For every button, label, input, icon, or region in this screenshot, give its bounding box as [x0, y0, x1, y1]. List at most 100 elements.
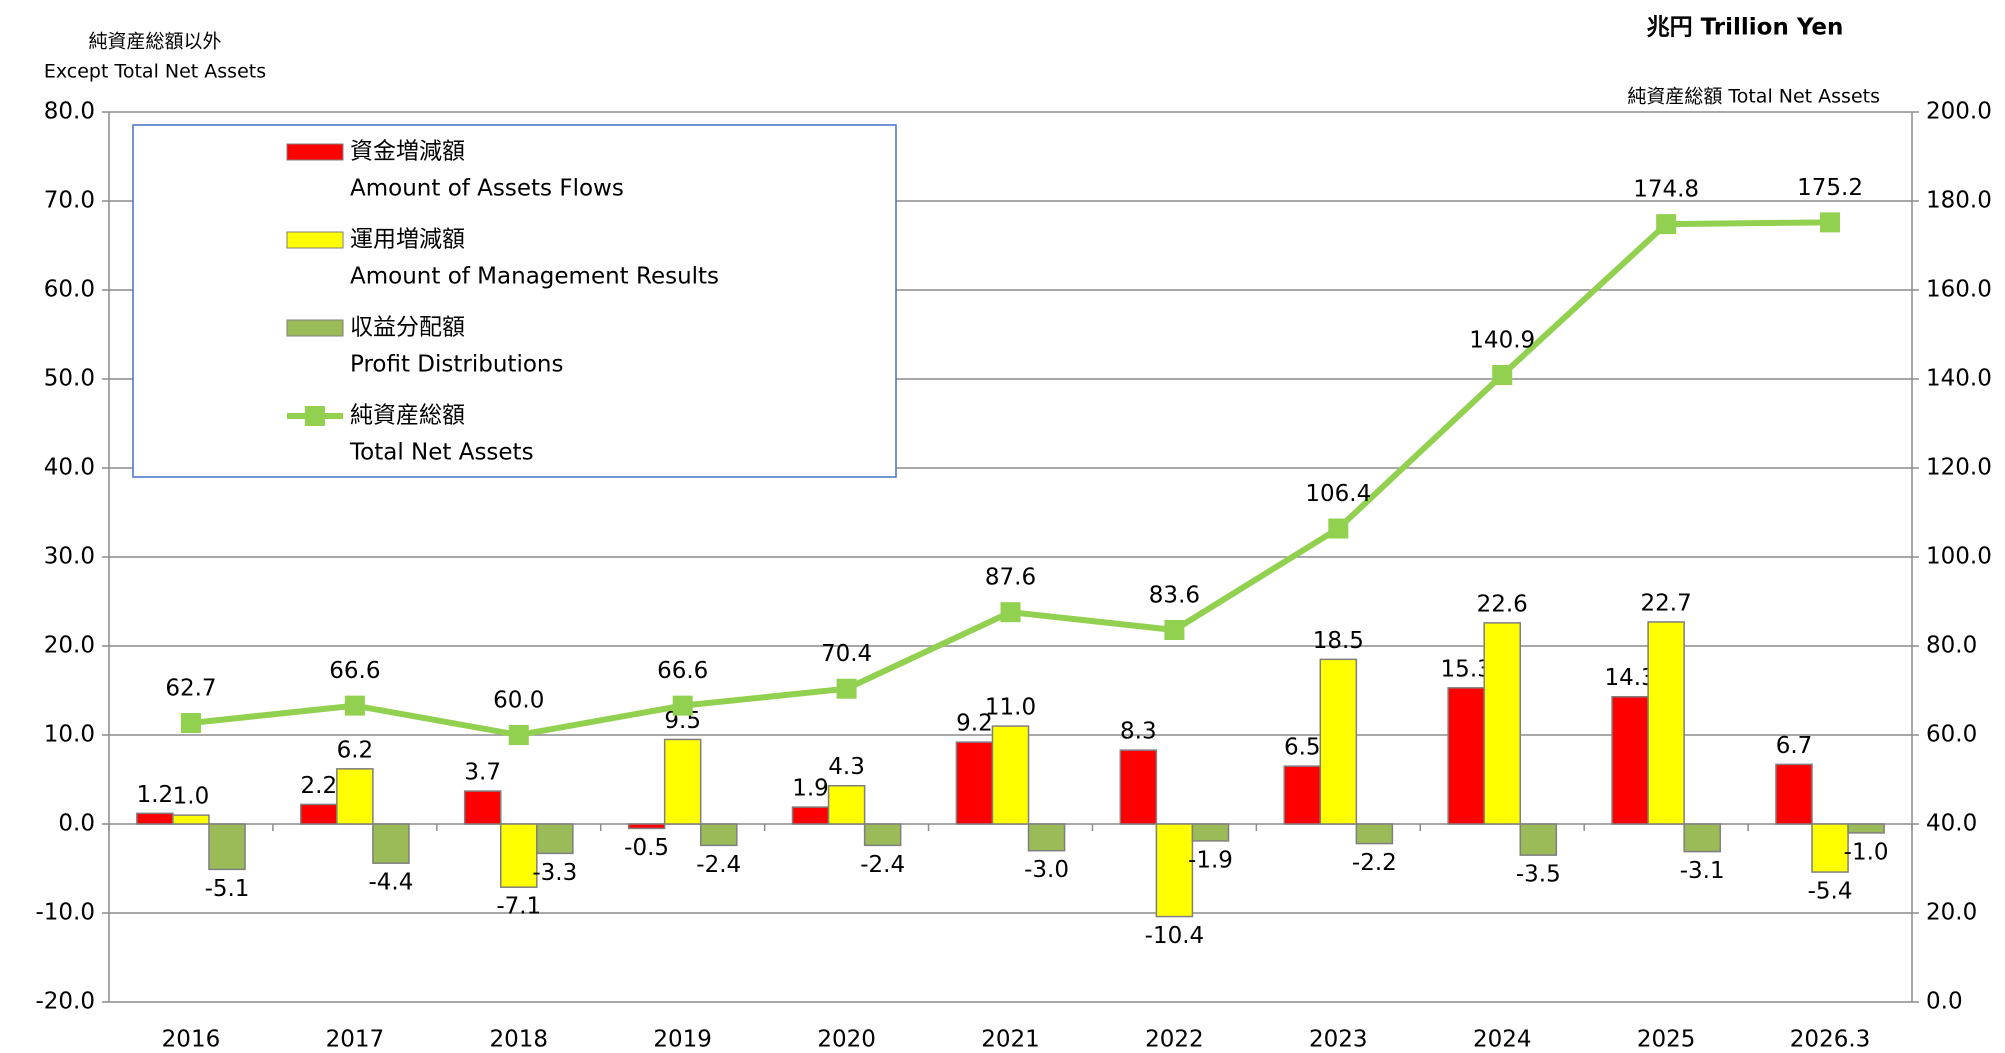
x-tick-label: 2025	[1637, 1027, 1696, 1053]
x-tick-label: 2017	[326, 1027, 385, 1053]
data-label: 2.2	[301, 773, 338, 799]
bar	[1847, 823, 1885, 834]
data-label: 62.7	[165, 675, 216, 701]
y-axis-label: 純資産総額以外	[88, 31, 221, 53]
y2-tick-label: 80.0	[1926, 633, 1977, 659]
data-label: -7.1	[496, 894, 541, 920]
data-label: 15.3	[1441, 656, 1492, 682]
y-tick-label: -20.0	[35, 989, 95, 1015]
y-tick-label: 70.0	[44, 188, 95, 214]
data-label: 8.3	[1120, 719, 1157, 745]
bar	[991, 725, 1030, 825]
data-label: 175.2	[1797, 175, 1863, 201]
data-label: -3.0	[1024, 857, 1069, 883]
legend-swatch	[286, 143, 344, 161]
data-label: 4.3	[828, 754, 865, 780]
bar	[1611, 695, 1649, 825]
data-label: 3.7	[464, 760, 501, 786]
data-label: 6.2	[337, 737, 374, 763]
y-tick-label: 80.0	[44, 99, 95, 125]
marker	[1164, 619, 1185, 640]
bar	[208, 823, 246, 871]
marker	[1492, 364, 1513, 385]
data-label: -4.4	[368, 870, 413, 896]
y-tick-label: 40.0	[44, 455, 95, 481]
data-label: 14.3	[1604, 665, 1655, 691]
bar	[1519, 823, 1558, 856]
data-label: 174.8	[1633, 177, 1699, 203]
y2-tick-label: 200.0	[1926, 99, 1992, 125]
data-label: -2.4	[860, 852, 905, 878]
data-label: -5.4	[1808, 879, 1853, 905]
bar	[499, 823, 538, 888]
legend-label: 運用増減額	[350, 227, 465, 253]
legend-swatch	[286, 319, 344, 337]
bar	[1155, 823, 1194, 918]
data-label: -0.5	[624, 835, 669, 861]
data-label: 22.6	[1477, 591, 1528, 617]
data-label: 70.4	[821, 641, 872, 667]
legend-label: 資金増減額	[350, 139, 465, 165]
legend-label-en: Total Net Assets	[349, 440, 534, 466]
data-label: 1.9	[792, 776, 829, 802]
y2-tick-label: 20.0	[1926, 900, 1977, 926]
data-label: -3.3	[532, 860, 577, 886]
y-tick-label: -10.0	[35, 900, 95, 926]
legend-label-en: Profit Distributions	[350, 352, 563, 378]
unit-label: 兆円 Trillion Yen	[1647, 15, 1844, 41]
y-tick-label: 60.0	[44, 277, 95, 303]
legend-label: 純資産総額	[350, 403, 465, 429]
data-label: -2.4	[696, 852, 741, 878]
marker	[1656, 214, 1677, 235]
bar	[172, 814, 210, 825]
bar	[1811, 823, 1849, 873]
bar	[1027, 823, 1066, 852]
y-tick-label: 20.0	[44, 633, 95, 659]
y2-tick-label: 120.0	[1926, 455, 1992, 481]
marker	[344, 695, 365, 716]
x-tick-label: 2026.3	[1790, 1027, 1870, 1053]
x-tick-label: 2016	[162, 1027, 221, 1053]
bar	[463, 790, 502, 825]
data-label: 1.0	[173, 784, 210, 810]
bar	[300, 803, 338, 825]
data-label: -2.2	[1352, 850, 1397, 876]
data-label: 83.6	[1149, 582, 1200, 608]
bar	[699, 823, 738, 847]
legend-label: 収益分配額	[350, 315, 465, 341]
x-tick-label: 2021	[981, 1027, 1040, 1053]
bar	[1775, 763, 1813, 825]
data-label: 1.2	[137, 782, 174, 808]
bar	[863, 823, 902, 847]
x-tick-label: 2020	[817, 1027, 876, 1053]
legend-label-en: Amount of Assets Flows	[350, 176, 624, 202]
x-tick-label: 2019	[653, 1027, 712, 1053]
y2-tick-label: 180.0	[1926, 188, 1992, 214]
data-label: 22.7	[1641, 590, 1692, 616]
bar	[1355, 823, 1394, 845]
data-label: 11.0	[985, 695, 1036, 721]
bar	[1119, 749, 1158, 825]
y2-tick-label: 160.0	[1926, 277, 1992, 303]
data-label: 106.4	[1305, 481, 1371, 507]
bar	[1191, 823, 1230, 842]
marker	[1820, 212, 1841, 233]
x-tick-label: 2024	[1473, 1027, 1532, 1053]
bar	[663, 738, 702, 825]
y2-axis-label: 純資産総額 Total Net Assets	[1627, 86, 1880, 108]
data-label: -1.9	[1188, 847, 1233, 873]
data-label: -5.1	[205, 876, 250, 902]
x-tick-label: 2022	[1145, 1027, 1204, 1053]
data-label: 66.6	[329, 658, 380, 684]
data-label: 87.6	[985, 565, 1036, 591]
bar	[1647, 621, 1685, 825]
bar	[1483, 622, 1522, 825]
bar	[1283, 765, 1322, 825]
legend-marker	[305, 406, 325, 426]
y-tick-label: 50.0	[44, 366, 95, 392]
data-label: 140.9	[1469, 327, 1535, 353]
legend-label-en: Amount of Management Results	[350, 264, 719, 290]
legend-box	[132, 124, 897, 478]
y-tick-label: 0.0	[58, 811, 95, 837]
bar	[1683, 823, 1721, 853]
